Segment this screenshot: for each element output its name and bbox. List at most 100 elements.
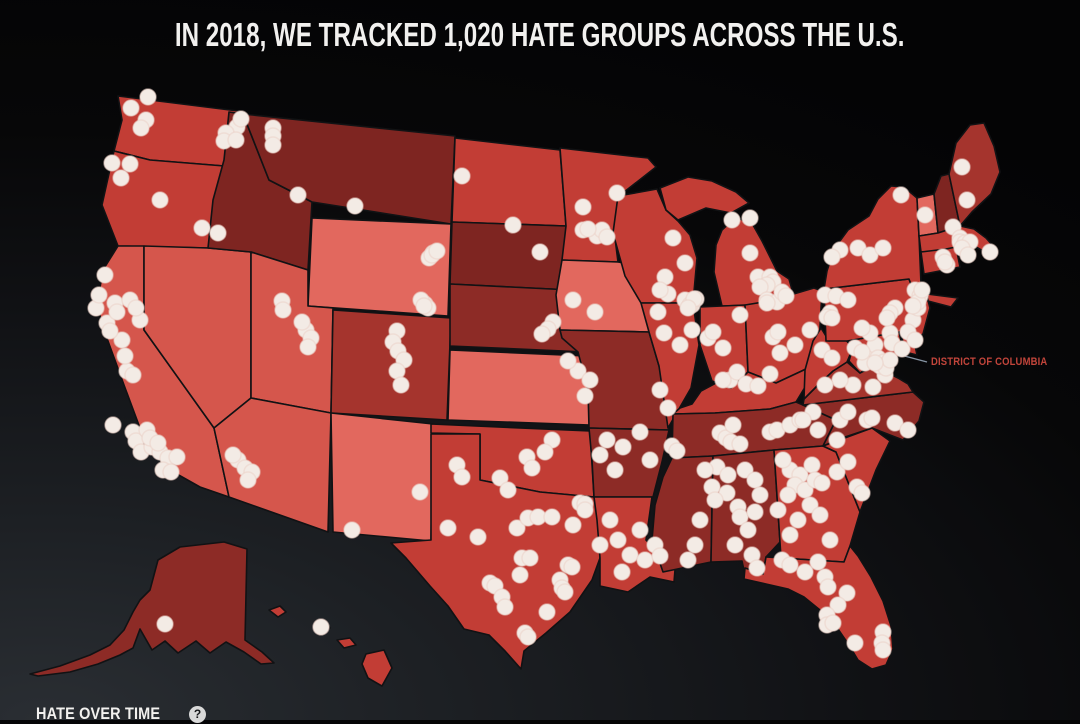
- hate-group-dot[interactable]: [312, 618, 330, 636]
- hate-group-dot[interactable]: [809, 553, 827, 571]
- hate-group-dot[interactable]: [598, 228, 616, 246]
- hate-group-dot[interactable]: [953, 158, 971, 176]
- hate-group-dot[interactable]: [156, 615, 174, 633]
- hate-group-dot[interactable]: [636, 551, 654, 569]
- hate-group-dot[interactable]: [679, 551, 697, 569]
- hate-group-dot[interactable]: [293, 313, 311, 331]
- hate-group-dot[interactable]: [796, 563, 814, 581]
- hate-group-dot[interactable]: [728, 363, 746, 381]
- hate-group-dot[interactable]: [828, 431, 846, 449]
- hate-group-dot[interactable]: [621, 546, 639, 564]
- hate-group-dot[interactable]: [828, 463, 846, 481]
- state-HI-3[interactable]: [336, 637, 357, 649]
- state-ND[interactable]: [451, 137, 567, 227]
- hate-group-dot[interactable]: [232, 110, 250, 128]
- hate-group-dot[interactable]: [428, 242, 446, 260]
- hate-group-dot[interactable]: [853, 343, 871, 361]
- hate-group-dot[interactable]: [631, 521, 649, 539]
- hate-group-dot[interactable]: [794, 411, 812, 429]
- hate-group-dot[interactable]: [813, 474, 831, 492]
- hate-group-dot[interactable]: [741, 244, 759, 262]
- hate-group-dot[interactable]: [958, 191, 976, 209]
- hate-group-dot[interactable]: [598, 431, 616, 449]
- hate-group-dot[interactable]: [90, 286, 108, 304]
- hate-group-dot[interactable]: [671, 336, 689, 354]
- state-HI-1[interactable]: [268, 605, 287, 618]
- hate-group-dot[interactable]: [415, 297, 433, 315]
- state-MT[interactable]: [242, 113, 456, 225]
- hate-group-dot[interactable]: [801, 321, 819, 339]
- hate-group-dot[interactable]: [959, 246, 977, 264]
- state-ME[interactable]: [948, 122, 1001, 227]
- hate-group-dot[interactable]: [816, 376, 834, 394]
- hate-group-dot[interactable]: [659, 399, 677, 417]
- state-WI[interactable]: [612, 188, 698, 304]
- hate-group-dot[interactable]: [132, 119, 150, 137]
- hate-group-dot[interactable]: [641, 451, 659, 469]
- hate-group-dot[interactable]: [899, 421, 917, 439]
- hate-group-dot[interactable]: [824, 614, 842, 632]
- hate-group-dot[interactable]: [139, 88, 157, 106]
- hate-group-dot[interactable]: [574, 198, 592, 216]
- hate-group-dot[interactable]: [559, 352, 577, 370]
- hate-group-dot[interactable]: [823, 309, 841, 327]
- hate-group-dot[interactable]: [779, 486, 797, 504]
- hate-group-dot[interactable]: [563, 558, 581, 576]
- hate-group-dot[interactable]: [453, 468, 471, 486]
- hate-group-dot[interactable]: [531, 243, 549, 261]
- hate-group-dot[interactable]: [289, 186, 307, 204]
- hate-group-dot[interactable]: [668, 442, 686, 460]
- hate-group-dot[interactable]: [121, 155, 139, 173]
- hate-group-dot[interactable]: [469, 528, 487, 546]
- hate-group-dot[interactable]: [874, 641, 892, 659]
- hate-group-dot[interactable]: [878, 309, 896, 327]
- hate-group-dot[interactable]: [274, 301, 292, 319]
- hate-group-dot[interactable]: [564, 291, 582, 309]
- hate-group-dot[interactable]: [108, 303, 126, 321]
- hate-group-dot[interactable]: [823, 248, 841, 266]
- hate-group-dot[interactable]: [651, 381, 669, 399]
- hate-group-dot[interactable]: [655, 324, 673, 342]
- hate-group-dot[interactable]: [162, 463, 180, 481]
- state-HI-4[interactable]: [361, 649, 393, 687]
- hate-group-dot[interactable]: [536, 443, 554, 461]
- hate-group-dot[interactable]: [904, 297, 922, 315]
- hate-group-dot[interactable]: [748, 559, 766, 577]
- hate-group-dot[interactable]: [839, 403, 857, 421]
- hate-group-dot[interactable]: [809, 421, 827, 439]
- hate-group-dot[interactable]: [777, 287, 795, 305]
- hate-group-dot[interactable]: [491, 469, 509, 487]
- hate-group-dot[interactable]: [264, 136, 282, 154]
- hate-group-dot[interactable]: [874, 239, 892, 257]
- hate-group-dot[interactable]: [101, 322, 119, 340]
- hate-group-dot[interactable]: [556, 583, 574, 601]
- hate-group-dot[interactable]: [519, 628, 537, 646]
- hate-group-dot[interactable]: [771, 344, 789, 362]
- hate-group-dot[interactable]: [651, 281, 669, 299]
- hate-group-dot[interactable]: [749, 377, 767, 395]
- hate-group-dot[interactable]: [706, 491, 724, 509]
- hate-group-dot[interactable]: [714, 371, 732, 389]
- hate-group-dot[interactable]: [811, 506, 829, 524]
- hate-group-dot[interactable]: [239, 471, 257, 489]
- hate-group-dot[interactable]: [676, 254, 694, 272]
- hate-group-dot[interactable]: [696, 461, 714, 479]
- hate-group-dot[interactable]: [439, 519, 457, 537]
- help-icon[interactable]: ?: [189, 705, 207, 723]
- hate-group-dot[interactable]: [392, 376, 410, 394]
- hate-group-dot[interactable]: [521, 549, 539, 567]
- hate-group-dot[interactable]: [576, 501, 594, 519]
- hate-group-dot[interactable]: [299, 338, 317, 356]
- hate-group-dot[interactable]: [651, 547, 669, 565]
- hate-group-dot[interactable]: [853, 484, 871, 502]
- hate-group-dot[interactable]: [829, 596, 847, 614]
- hate-group-dot[interactable]: [613, 563, 631, 581]
- hate-group-dot[interactable]: [104, 416, 122, 434]
- hate-group-dot[interactable]: [838, 584, 856, 602]
- hate-group-dot[interactable]: [714, 339, 732, 357]
- hate-group-dot[interactable]: [576, 387, 594, 405]
- hate-group-dot[interactable]: [758, 294, 776, 312]
- hate-group-dot[interactable]: [739, 521, 757, 539]
- state-NM[interactable]: [330, 412, 434, 542]
